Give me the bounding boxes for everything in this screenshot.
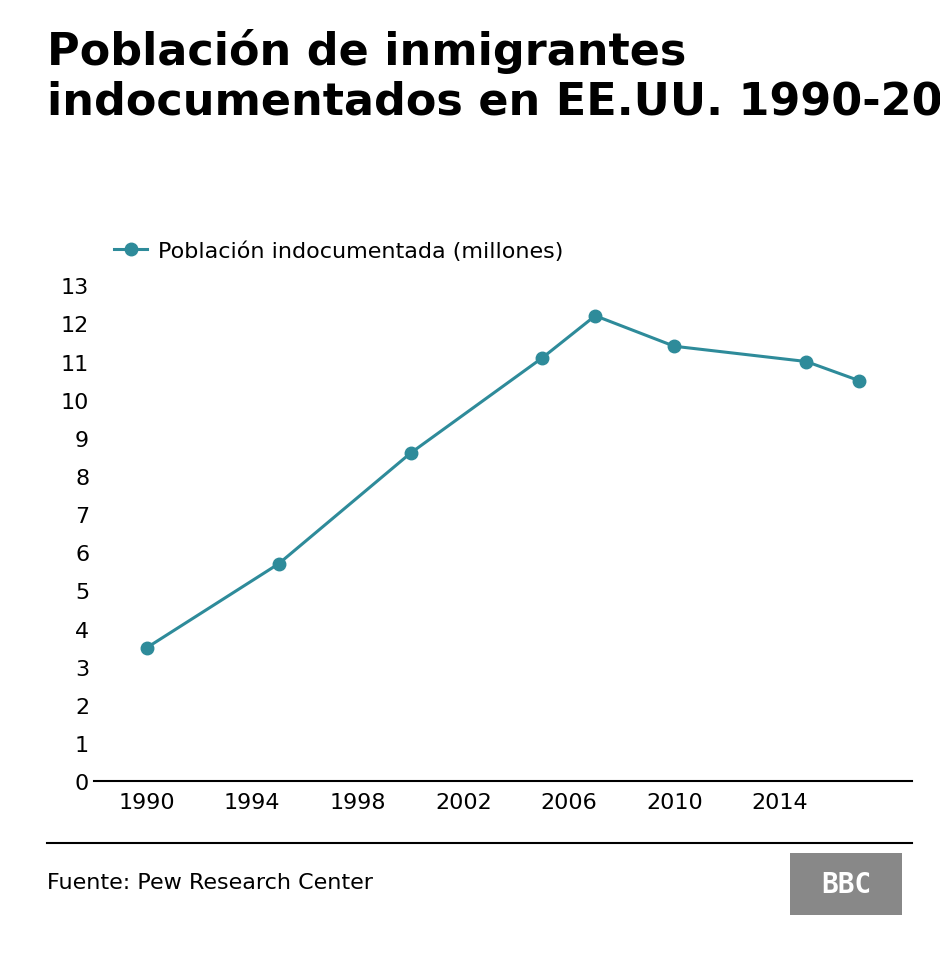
Text: BBC: BBC	[821, 870, 871, 898]
Legend: Población indocumentada (millones): Población indocumentada (millones)	[105, 233, 572, 271]
Text: Fuente: Pew Research Center: Fuente: Pew Research Center	[47, 872, 373, 892]
Text: Población de inmigrantes
indocumentados en EE.UU. 1990-2017: Población de inmigrantes indocumentados …	[47, 29, 940, 123]
